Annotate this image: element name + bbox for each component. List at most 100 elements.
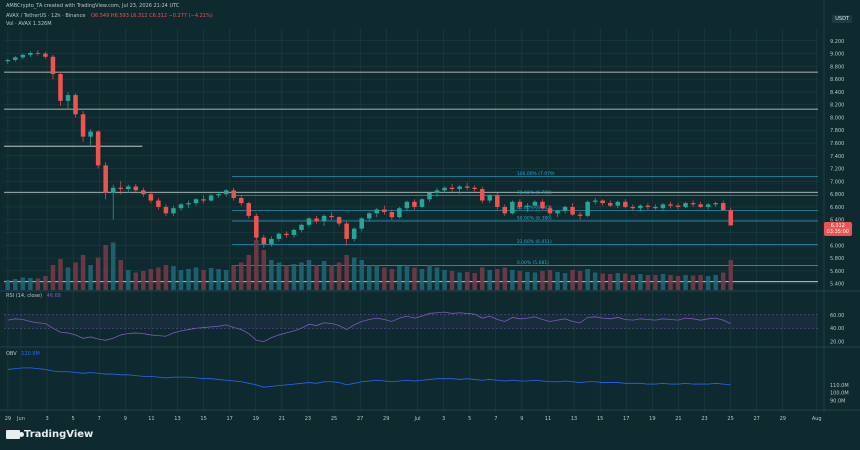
candle-body bbox=[653, 206, 658, 209]
rsi-band bbox=[4, 314, 818, 329]
obv-y-tick: 90.0M bbox=[830, 398, 845, 404]
y-tick-label: 6.600 bbox=[830, 205, 844, 211]
candle-body bbox=[351, 228, 357, 239]
volume-bar bbox=[269, 260, 274, 290]
volume-bar bbox=[510, 270, 515, 290]
candle-body bbox=[5, 59, 11, 62]
candle-body bbox=[171, 208, 176, 214]
rsi-y-tick: 60.00 bbox=[830, 313, 844, 319]
volume-bar bbox=[366, 265, 372, 290]
candle-body bbox=[223, 190, 229, 195]
x-tick-label: 29 bbox=[780, 416, 786, 422]
candle-body bbox=[254, 215, 259, 238]
candle-body bbox=[690, 203, 696, 205]
volume-bar bbox=[623, 273, 628, 290]
candle-body bbox=[479, 189, 485, 201]
volume-bar bbox=[592, 272, 598, 290]
x-tick-label: 5 bbox=[72, 416, 75, 422]
candle-body bbox=[638, 205, 643, 209]
candle-body bbox=[238, 197, 244, 204]
candle-body bbox=[231, 190, 236, 198]
x-tick-label: 25 bbox=[727, 416, 733, 422]
candle-body bbox=[449, 187, 455, 190]
volume-bar bbox=[660, 274, 666, 290]
volume-bar bbox=[419, 269, 425, 290]
volume-bar bbox=[58, 259, 63, 290]
x-tick-label: 23 bbox=[701, 416, 707, 422]
volume-bar bbox=[638, 274, 643, 290]
volume-bar bbox=[382, 267, 387, 290]
volume-bar bbox=[216, 269, 221, 290]
volume-bar bbox=[65, 267, 71, 290]
volume-bar bbox=[238, 262, 244, 290]
candle-body bbox=[299, 224, 304, 230]
x-tick-label: 15 bbox=[597, 416, 603, 422]
candle-body bbox=[246, 203, 252, 216]
rsi-y-tick: 20.00 bbox=[830, 340, 844, 346]
volume-bar bbox=[336, 262, 342, 290]
y-tick-label: 5.800 bbox=[830, 256, 844, 262]
y-tick-label: 8.200 bbox=[830, 103, 844, 109]
volume-bar bbox=[246, 255, 252, 290]
volume-bar bbox=[555, 272, 560, 290]
volume-bar bbox=[690, 275, 696, 290]
candle-body bbox=[118, 187, 123, 190]
y-tick-label: 6.400 bbox=[830, 218, 844, 224]
candle-body bbox=[58, 74, 63, 101]
volume-bar bbox=[434, 267, 440, 290]
candle-body bbox=[13, 57, 18, 60]
y-tick-label: 9.000 bbox=[830, 52, 844, 58]
x-tick-label: 25 bbox=[331, 416, 337, 422]
volume-bar bbox=[562, 273, 568, 290]
x-tick-label: 7 bbox=[494, 416, 497, 422]
candle-body bbox=[103, 165, 108, 193]
currency-badge[interactable]: USDT bbox=[832, 15, 852, 23]
y-tick-label: 5.400 bbox=[830, 282, 844, 288]
candle-body bbox=[547, 208, 553, 214]
volume-bar bbox=[675, 276, 681, 290]
candle-body bbox=[269, 238, 274, 244]
candle-body bbox=[577, 214, 583, 216]
candle-body bbox=[645, 205, 651, 207]
volume-bar bbox=[43, 276, 48, 290]
volume-bar bbox=[314, 265, 319, 290]
volume-bar bbox=[284, 265, 289, 290]
volume-bar bbox=[683, 275, 688, 290]
candle-body bbox=[50, 56, 56, 75]
volume-bar bbox=[653, 275, 658, 290]
symbol-title: AVAX / TetherUS · 12h · Binance bbox=[6, 13, 86, 19]
volume-bar bbox=[615, 273, 621, 290]
volume-bar bbox=[585, 269, 590, 290]
volume-bar bbox=[110, 242, 116, 290]
candle-body bbox=[186, 203, 191, 205]
volume-bar bbox=[5, 280, 11, 290]
candle-body bbox=[306, 218, 312, 225]
candle-body bbox=[457, 186, 462, 190]
volume-bar bbox=[449, 271, 455, 290]
candle-body bbox=[419, 199, 425, 207]
x-tick-label: 21 bbox=[279, 416, 285, 422]
volume-bar bbox=[547, 270, 553, 290]
candle-body bbox=[110, 187, 116, 193]
volume-bar bbox=[698, 275, 703, 290]
x-tick-label: 13 bbox=[174, 416, 180, 422]
candle-body bbox=[95, 131, 101, 166]
volume-bar bbox=[35, 278, 41, 290]
volume-bar bbox=[412, 267, 417, 290]
x-tick-label: Jul bbox=[413, 416, 420, 422]
candle-body bbox=[427, 192, 432, 200]
volume-bar bbox=[163, 265, 169, 290]
x-tick-label: 17 bbox=[226, 416, 232, 422]
x-tick-label: 5 bbox=[468, 416, 471, 422]
volume-bar bbox=[20, 277, 26, 290]
tradingview-logo[interactable]: TradingView bbox=[6, 429, 93, 440]
y-tick-label: 6.000 bbox=[830, 243, 844, 249]
y-tick-label: 7.800 bbox=[830, 128, 844, 134]
volume-bar bbox=[141, 271, 146, 290]
volume-bar bbox=[193, 267, 199, 290]
candle-body bbox=[705, 204, 711, 207]
candle-body bbox=[728, 210, 734, 226]
x-tick-label: 9 bbox=[520, 416, 523, 422]
